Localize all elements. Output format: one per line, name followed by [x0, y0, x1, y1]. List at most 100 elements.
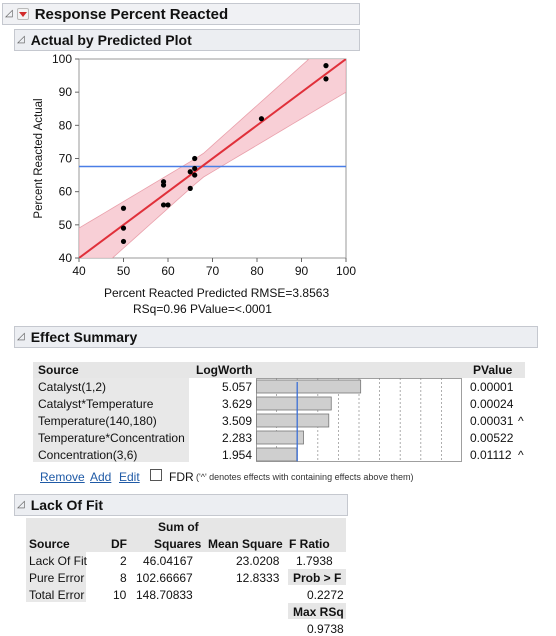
- lof-source: Pure Error: [29, 571, 85, 585]
- lof-ss: 102.66667: [136, 571, 193, 585]
- lof-ss: 148.70833: [136, 588, 193, 602]
- actual-by-predicted-header: ◿ Actual by Predicted Plot: [14, 29, 360, 51]
- x-tick-label: 60: [161, 264, 175, 278]
- edit-button[interactable]: Edit: [119, 470, 140, 484]
- lof-header-source: Source: [29, 537, 70, 551]
- logworth-bar: [256, 396, 332, 411]
- data-point[interactable]: [192, 155, 198, 162]
- effect-logworth: 2.283: [222, 431, 253, 445]
- data-point[interactable]: [192, 165, 198, 172]
- effect-mark: ^: [518, 448, 524, 462]
- effect-summary-header: ◿ Effect Summary: [14, 326, 538, 348]
- fit-line: [79, 59, 346, 258]
- x-tick-label: 80: [250, 264, 264, 278]
- fdr-label: FDR: [169, 470, 194, 484]
- effect-mark: ^: [518, 414, 524, 428]
- effect-source: Temperature(140,180): [38, 414, 157, 428]
- x-tick-label: 40: [72, 264, 86, 278]
- effect-summary-header-row: [33, 362, 525, 378]
- lof-source: Lack Of Fit: [29, 554, 88, 568]
- effect-header-logworth: LogWorth: [196, 363, 253, 377]
- effect-source: Temperature*Concentration: [38, 431, 185, 445]
- effect-pvalue: 0.00024: [470, 397, 514, 411]
- logworth-bar: [256, 447, 298, 462]
- plot-clip-group: [79, 59, 346, 258]
- lof-header-ss-bottom: Squares: [154, 537, 202, 551]
- data-point[interactable]: [120, 238, 127, 245]
- effect-pvalue: 0.00001: [470, 380, 514, 394]
- y-tick-label: 40: [59, 251, 73, 265]
- collapse-triangle-icon[interactable]: ◿: [5, 8, 13, 19]
- data-point[interactable]: [258, 116, 265, 122]
- lof-f: 1.7938: [296, 554, 333, 568]
- data-point[interactable]: [160, 202, 167, 208]
- collapse-triangle-icon[interactable]: ◿: [17, 499, 25, 510]
- effect-header-pvalue: PValue: [473, 363, 513, 377]
- y-tick-label: 70: [59, 152, 73, 166]
- logworth-bar: [256, 430, 304, 445]
- x-tick-label: 70: [206, 264, 220, 278]
- lof-header-ss-top: Sum of: [158, 520, 199, 534]
- y-tick-label: 50: [59, 218, 73, 232]
- lof-source: Total Error: [29, 588, 85, 602]
- red-triangle-menu-icon[interactable]: [16, 8, 29, 20]
- lof-df: 2: [120, 554, 127, 568]
- effect-source: Catalyst*Temperature: [38, 397, 154, 411]
- effect-logworth: 1.954: [222, 448, 253, 462]
- report-title: Response Percent Reacted: [34, 5, 229, 23]
- data-point[interactable]: [192, 172, 198, 178]
- y-tick-label: 100: [52, 52, 72, 66]
- effect-pvalue: 0.01112: [470, 448, 512, 462]
- effect-pvalue: 0.00031: [470, 414, 514, 428]
- lof-maxrsq-value: 0.9738: [307, 622, 344, 636]
- plot-xlabel: Percent Reacted Predicted RMSE=3.8563: [104, 286, 330, 300]
- lof-df: 8: [120, 571, 127, 585]
- actual-by-predicted-title: Actual by Predicted Plot: [30, 32, 192, 48]
- y-tick-label: 80: [59, 118, 73, 132]
- y-tick-label: 90: [59, 85, 73, 99]
- data-point[interactable]: [187, 185, 193, 191]
- logworth-bar: [256, 379, 362, 394]
- y-tick-label: 60: [59, 185, 73, 199]
- lof-header-f: F Ratio: [289, 537, 330, 551]
- plot-stats: RSq=0.96 PValue=<.0001: [133, 302, 272, 316]
- data-point[interactable]: [165, 202, 171, 208]
- lof-maxrsq-cell: [288, 603, 346, 619]
- bar-frame: [256, 378, 462, 462]
- lof-ms: 23.0208: [236, 554, 280, 568]
- data-point[interactable]: [323, 76, 329, 82]
- x-tick-label: 100: [336, 264, 356, 278]
- effect-summary-source-column: [33, 362, 189, 462]
- fdr-checkbox[interactable]: [150, 469, 162, 481]
- effect-header-source: Source: [38, 363, 79, 377]
- add-button[interactable]: Add: [90, 470, 112, 484]
- x-tick-label: 90: [295, 264, 309, 278]
- effect-source: Concentration(3,6): [38, 448, 138, 462]
- lack-of-fit-title: Lack Of Fit: [30, 497, 104, 513]
- effect-note: ('^' denotes effects with containing eff…: [196, 472, 414, 482]
- lack-of-fit-header: ◿ Lack Of Fit: [14, 494, 348, 516]
- data-point[interactable]: [160, 182, 167, 188]
- collapse-triangle-icon[interactable]: ◿: [17, 331, 25, 342]
- x-tick-label: 50: [117, 264, 131, 278]
- plot-ylabel: Percent Reacted Actual: [33, 98, 45, 218]
- logworth-bar-chart: [256, 378, 462, 462]
- logworth-bar: [256, 413, 330, 428]
- effect-source: Catalyst(1,2): [38, 380, 107, 394]
- effect-summary-title: Effect Summary: [30, 329, 138, 345]
- data-point[interactable]: [187, 169, 193, 175]
- effect-logworth: 5.057: [222, 380, 253, 394]
- report-header: ◿ Response Percent Reacted: [2, 3, 360, 25]
- effect-pvalue: 0.00522: [470, 431, 514, 445]
- lof-ss: 46.04167: [143, 554, 194, 568]
- lof-probf-value: 0.2272: [307, 588, 344, 602]
- lof-header-row: [26, 518, 346, 552]
- lof-probf-cell: [288, 569, 346, 585]
- effect-logworth: 3.509: [222, 414, 253, 428]
- remove-button[interactable]: Remove: [40, 470, 85, 484]
- data-point[interactable]: [120, 225, 127, 231]
- data-point[interactable]: [323, 63, 329, 69]
- data-point[interactable]: [120, 205, 127, 211]
- lof-header-df: DF: [111, 537, 127, 551]
- collapse-triangle-icon[interactable]: ◿: [17, 34, 25, 45]
